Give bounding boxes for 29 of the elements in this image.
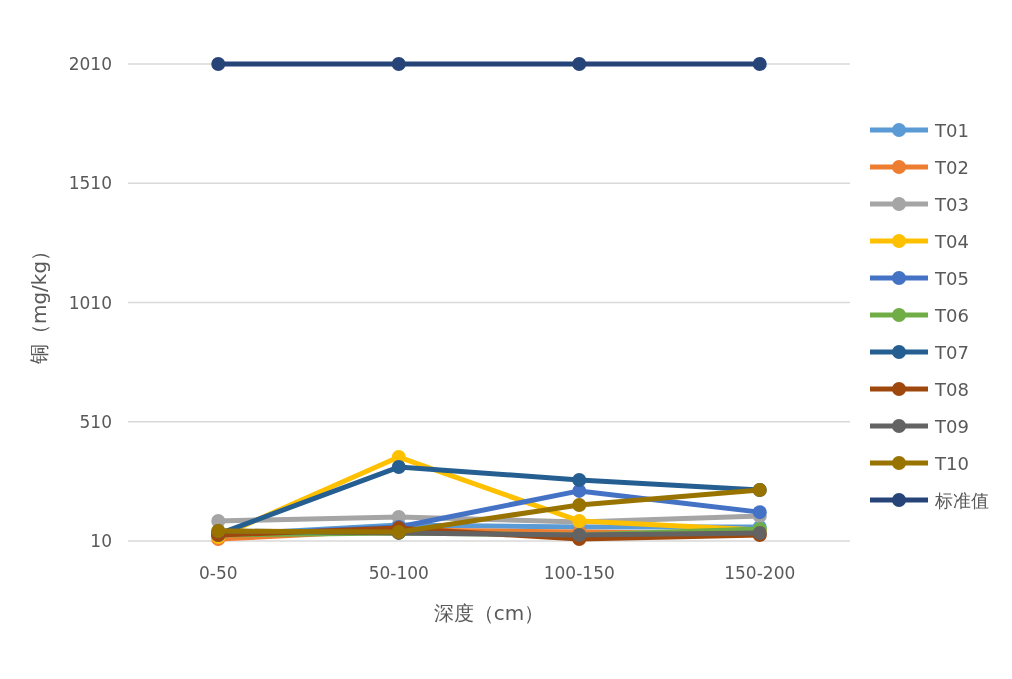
legend-label: T08 — [934, 379, 969, 400]
x-axis-title: 深度（cm） — [433, 601, 545, 625]
x-tick-label: 100-150 — [543, 563, 615, 583]
x-tick-label: 150-200 — [724, 563, 796, 583]
x-tick-label: 0-50 — [198, 563, 238, 583]
legend-label: T02 — [934, 157, 969, 178]
point — [391, 57, 406, 71]
point — [572, 57, 587, 71]
point — [211, 57, 226, 71]
legend-label: T05 — [934, 268, 969, 289]
legend-label: 标准值 — [934, 490, 989, 511]
legend-label: T04 — [934, 231, 969, 252]
point — [752, 57, 767, 71]
x-tick-label: 50-100 — [368, 563, 429, 583]
y-tick-label: 1010 — [68, 292, 112, 313]
legend-label: T01 — [934, 120, 969, 141]
legend-label: T07 — [934, 342, 969, 363]
legend-label: T09 — [934, 416, 969, 437]
point — [572, 472, 587, 487]
legend-label: T10 — [934, 453, 969, 474]
point — [572, 497, 587, 512]
y-tick-label: 1510 — [68, 173, 112, 194]
point — [391, 460, 406, 475]
legend-label: T06 — [934, 305, 969, 326]
y-tick-label: 510 — [79, 411, 112, 432]
y-tick-label: 2010 — [68, 54, 112, 74]
y-axis-title: 铜（mg/kg） — [27, 240, 51, 366]
y-tick-label: 10 — [90, 531, 112, 551]
legend-label: T03 — [934, 194, 969, 215]
